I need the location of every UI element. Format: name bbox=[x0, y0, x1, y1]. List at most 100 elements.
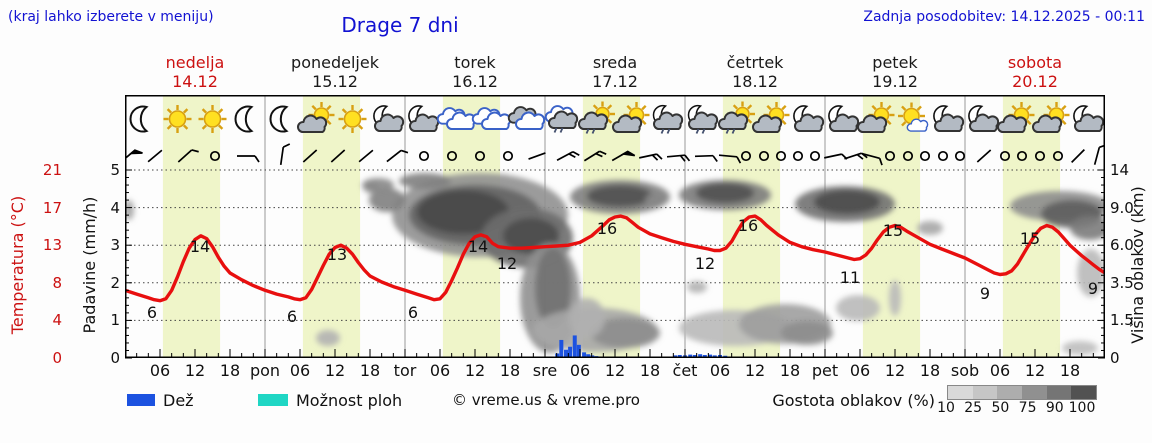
cloud-blob bbox=[917, 221, 943, 235]
axis-tick-value: 3 bbox=[110, 236, 120, 255]
cloud-blob bbox=[417, 190, 509, 234]
x-label-hour: 06 bbox=[709, 361, 731, 380]
axis-tick-value: 13 bbox=[42, 236, 62, 255]
axis-tick-value: 1.5 bbox=[1110, 311, 1134, 330]
x-label-day: čet bbox=[672, 361, 698, 380]
x-label-hour: 18 bbox=[499, 361, 521, 380]
showers-legend-swatch bbox=[258, 394, 288, 406]
x-label-hour: 12 bbox=[744, 361, 766, 380]
wind-barb-icon bbox=[528, 152, 546, 160]
rain-bar bbox=[586, 354, 591, 358]
sun-cloud-icon bbox=[996, 102, 1035, 133]
density-scale-segment bbox=[1071, 386, 1097, 399]
axis-tick-value: 4 bbox=[52, 311, 62, 330]
temperature-axis-label: Temperatura (°C) bbox=[8, 195, 27, 335]
x-label-hour: 06 bbox=[429, 361, 451, 380]
moon-cloud-icon bbox=[828, 105, 860, 132]
moon-cloud-icon bbox=[373, 105, 405, 132]
axis-tick-value: 2 bbox=[110, 273, 120, 292]
density-scale-tick: 90 bbox=[1045, 400, 1064, 416]
x-label-hour: 18 bbox=[1059, 361, 1081, 380]
cloud-rain-icon bbox=[544, 105, 579, 133]
density-scale-segment bbox=[1022, 386, 1048, 399]
temperature-value-label: 6 bbox=[147, 303, 157, 322]
axis-tick-value: 14 bbox=[1110, 161, 1130, 179]
cloudheight-axis-label: Višina oblakov (km) bbox=[1128, 186, 1147, 344]
wind-barb-icon bbox=[358, 149, 374, 163]
wind-barb-icon bbox=[824, 153, 848, 160]
wind-barb-icon bbox=[758, 150, 770, 162]
moon-cloud-rain-icon bbox=[652, 104, 684, 134]
axis-tick-value: 6.0 bbox=[1110, 236, 1134, 255]
wind-barb-icon bbox=[694, 154, 718, 163]
x-label-day: sre bbox=[532, 361, 558, 380]
rain-bar bbox=[568, 346, 573, 358]
temperature-value-label: 11 bbox=[840, 268, 860, 287]
density-scale-tick: 50 bbox=[991, 400, 1010, 416]
axis-tick-value: 5 bbox=[110, 161, 120, 179]
day-header-nedelja: nedelja 14.12 bbox=[165, 53, 225, 91]
wind-barb-icon bbox=[386, 149, 409, 163]
cloud-blob bbox=[369, 188, 405, 212]
axis-tick-value: 0 bbox=[1110, 349, 1120, 367]
moon-cloud-rain-icon bbox=[687, 104, 719, 134]
wind-barb-icon bbox=[474, 150, 486, 162]
cloud-blob bbox=[590, 318, 660, 348]
wind-barb-icon bbox=[583, 150, 607, 162]
x-label-hour: 18 bbox=[919, 361, 941, 380]
axis-tick-value: 21 bbox=[42, 161, 62, 179]
temperature-value-label: 12 bbox=[497, 254, 517, 273]
density-scale-tick: 100 bbox=[1068, 400, 1096, 416]
density-scale-segment bbox=[997, 386, 1023, 399]
last-update-text: Zadnja posodobitev: 14.12.2025 - 00:11 bbox=[863, 9, 1145, 25]
moon-icon bbox=[269, 105, 289, 133]
cloud-density-shading bbox=[125, 173, 1105, 355]
sun-cloud-icon bbox=[856, 102, 895, 133]
copyright-link[interactable]: © vreme.us & vreme.pro bbox=[452, 391, 640, 409]
cloud-blob bbox=[569, 298, 605, 338]
cloud-blob bbox=[362, 178, 394, 192]
wind-barb-icon bbox=[177, 149, 199, 163]
rain-bar bbox=[555, 353, 560, 358]
wind-barb-icon bbox=[279, 143, 291, 166]
x-label-day: pet bbox=[811, 361, 839, 380]
wind-barb-icon bbox=[919, 150, 931, 162]
wind-barb-icon bbox=[446, 150, 458, 162]
rain-legend-label: Dež bbox=[163, 391, 194, 410]
moon-cloud-icon bbox=[793, 105, 825, 132]
cloud-blob bbox=[316, 330, 340, 346]
wind-barb-icon bbox=[792, 150, 804, 162]
cloud-blob bbox=[587, 185, 653, 207]
wind-barb-icon bbox=[862, 152, 883, 166]
cloud-density-label: Gostota oblakov (%) bbox=[772, 391, 935, 410]
density-scale-segment bbox=[1046, 386, 1072, 399]
cloud-density-scale bbox=[947, 385, 1097, 400]
x-label-hour: 18 bbox=[219, 361, 241, 380]
moon-cloud-icon bbox=[1073, 105, 1105, 132]
rain-bar bbox=[559, 339, 564, 358]
x-label-hour: 18 bbox=[639, 361, 661, 380]
clouds-icon bbox=[436, 107, 477, 130]
cloud-blob bbox=[1070, 216, 1105, 240]
x-label-hour: 06 bbox=[289, 361, 311, 380]
cloud-blob bbox=[1062, 341, 1098, 355]
x-label-hour: 12 bbox=[884, 361, 906, 380]
density-scale-segment bbox=[972, 386, 998, 399]
wind-barb-icon bbox=[902, 150, 914, 162]
sun-icon bbox=[163, 105, 192, 133]
moon-icon bbox=[234, 105, 254, 133]
menu-hint-text: (kraj lahko izberete v meniju) bbox=[8, 9, 214, 25]
x-label-hour: 12 bbox=[464, 361, 486, 380]
wind-barb-icon bbox=[556, 151, 580, 161]
moon-cloud-icon bbox=[933, 105, 965, 132]
clouds-icon bbox=[471, 107, 512, 130]
cloud-blob bbox=[696, 183, 754, 203]
axis-tick-value: 4 bbox=[110, 198, 120, 217]
cloud-blob bbox=[645, 193, 665, 207]
meteogram-plot: 6 14 6 13 6 14 12 16 12 16 11 15 9 15 9 bbox=[125, 95, 1105, 359]
wind-barb-icon bbox=[611, 150, 636, 162]
page-title: Drage 7 dni bbox=[341, 13, 459, 37]
rain-bar bbox=[708, 354, 713, 358]
day-header-torek: torek 16.12 bbox=[452, 53, 498, 91]
